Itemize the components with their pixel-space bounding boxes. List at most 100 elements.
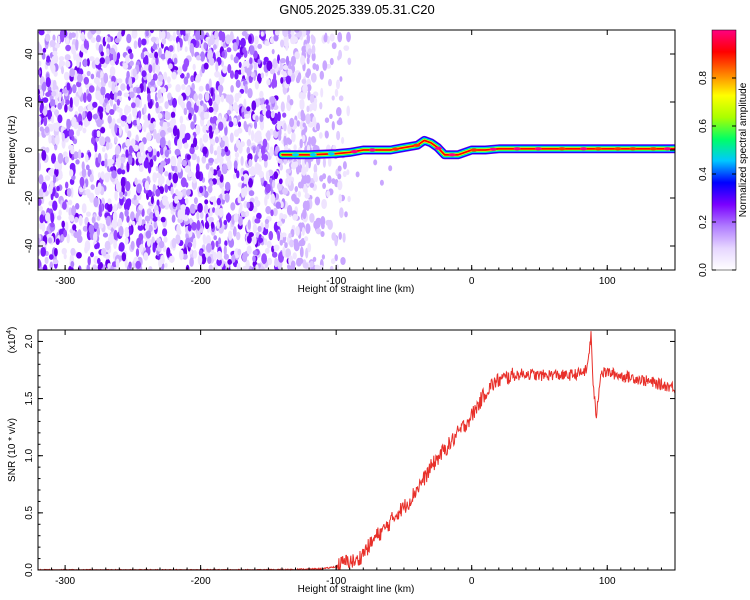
spectrogram-noise-cell [326, 190, 331, 198]
spectrogram-noise-cell [291, 72, 295, 82]
spectrogram-noise-cell [95, 90, 101, 98]
spectrogram-noise-cell [148, 123, 155, 131]
spectrogram-noise-cell [82, 111, 86, 118]
spectrogram-noise-cell [271, 48, 275, 55]
spectrogram-ytick-label: -20 [24, 190, 35, 205]
spectrogram-noise-cell [331, 42, 337, 50]
spectrogram-noise-cell [200, 110, 206, 121]
spectrogram-noise-cell [213, 235, 217, 241]
snr-ticks: -300 -200 -100 0 100 0.0 0.5 1.0 1.5 2.0 [24, 330, 676, 587]
spectrogram-noise-cell [322, 157, 326, 168]
spectrogram-noise-cell [52, 136, 56, 146]
spectrogram-noise-cell [69, 169, 74, 177]
spectrogram-noise-cell [100, 127, 106, 134]
spectrogram-noise-cell [82, 127, 87, 134]
spectrogram-noise-cell [265, 170, 270, 181]
spectrogram-noise-cell [100, 86, 106, 96]
spectrogram-noise-cell [233, 213, 239, 223]
spectrogram-noise-cell [78, 149, 82, 160]
spectrogram-noise-cell [254, 35, 259, 45]
spectrogram-signal-blob [534, 147, 542, 151]
spectrogram-noise-cell [57, 114, 63, 124]
spectrogram-noise-cell [234, 71, 239, 80]
spectrogram-noise-cell [65, 60, 71, 68]
spectrogram-noise-cell [164, 171, 169, 177]
spectrogram-noise-cell [248, 34, 252, 44]
spectrogram-noise-cell [258, 151, 262, 158]
spectrogram-noise-cell [183, 142, 189, 149]
spectrogram-noise-cell [218, 135, 222, 144]
snr-ytick-label: 0.0 [24, 563, 35, 577]
spectrogram-noise-cell [256, 99, 261, 106]
spectrogram-noise-cell [294, 51, 300, 60]
spectrogram-noise-cell [186, 189, 192, 196]
spectrogram-image [38, 30, 675, 270]
spectrogram-noise-cell [264, 218, 269, 225]
spectrogram-noise-cell [44, 175, 51, 181]
spectrogram-noise-cell [183, 107, 188, 116]
spectrogram-noise-cell [81, 203, 87, 214]
spectrogram-noise-cell [93, 232, 98, 242]
spectrogram-noise-cell [125, 54, 130, 64]
spectrogram-noise-cell [140, 52, 145, 60]
spectrogram-noise-cell [171, 214, 176, 223]
spectrogram-noise-cell [255, 264, 259, 270]
spectrogram-noise-cell [278, 251, 284, 263]
spectrogram-noise-cell [63, 253, 67, 260]
spectrogram-noise-cell [40, 247, 46, 257]
spectrogram-noise-cell [133, 144, 139, 152]
spectrogram-noise-cell [62, 201, 67, 210]
spectrogram-noise-cell [259, 114, 264, 123]
spectrogram-noise-cell [289, 239, 295, 248]
spectrogram-noise-cell [316, 218, 321, 227]
spectrogram-noise-cell [159, 129, 166, 138]
spectrogram-noise-cell [130, 240, 135, 250]
spectrogram-noise-cell [248, 190, 255, 197]
spectrogram-noise-cell [146, 132, 152, 142]
spectrogram-noise-cell [207, 185, 213, 193]
spectrogram-noise-cell [86, 70, 91, 77]
spectrogram-noise-cell [307, 48, 312, 55]
spectrogram-noise-cell [296, 75, 300, 83]
snr-scale-factor: (x104) [6, 327, 18, 354]
spectrogram-noise-cell [324, 130, 329, 139]
spectrogram-noise-cell [64, 221, 69, 232]
snr-frame [37, 329, 676, 571]
spectrogram-noise-cell [86, 58, 90, 67]
spectrogram-noise-cell [346, 105, 351, 117]
spectrogram-noise-cell [247, 88, 253, 99]
spectrogram-noise-cell [96, 216, 101, 221]
spectrogram-noise-cell [61, 132, 65, 142]
spectrogram-noise-cell [39, 240, 46, 248]
spectrogram-noise-cell [70, 247, 76, 256]
spectrogram-noise-cell [237, 196, 242, 204]
spectrogram-noise-cell [326, 35, 330, 44]
spectrogram-noise-cell [108, 52, 114, 62]
spectrogram-noise-cell [196, 100, 201, 106]
spectrogram-noise-cell [132, 77, 136, 83]
spectrogram-noise-cell [38, 205, 43, 212]
spectrogram-noise-cell [184, 132, 191, 141]
spectrogram-noise-cell [65, 99, 70, 105]
spectrogram-noise-cell [299, 138, 303, 149]
spectrogram-noise-cell [224, 192, 230, 203]
spectrogram-noise-cell [162, 195, 168, 206]
spectrogram-noise-cell [81, 168, 87, 178]
spectrogram-noise-cell [254, 218, 261, 224]
spectrogram-noise-cell [293, 144, 297, 151]
spectrogram-ytick-label: 20 [24, 96, 35, 108]
spectrogram-noise-cell [68, 129, 75, 138]
spectrogram-noise-cell [137, 224, 144, 231]
spectrogram-noise-cell [68, 214, 75, 221]
spectrogram-noise-cell [98, 94, 104, 105]
spectrogram-noise-cell [213, 101, 217, 112]
spectrogram-noise-cell [58, 209, 62, 217]
spectrogram-noise-cell [192, 237, 197, 249]
spectrogram-noise-cell [218, 237, 222, 245]
spectrogram-noise-cell [311, 44, 316, 55]
spectrogram-noise-cell [343, 45, 350, 51]
spectrogram-noise-cell [161, 30, 166, 40]
spectrogram-noise-cell [71, 205, 77, 216]
spectrogram-noise-cell [38, 188, 44, 198]
spectrogram-noise-cell [48, 134, 52, 144]
